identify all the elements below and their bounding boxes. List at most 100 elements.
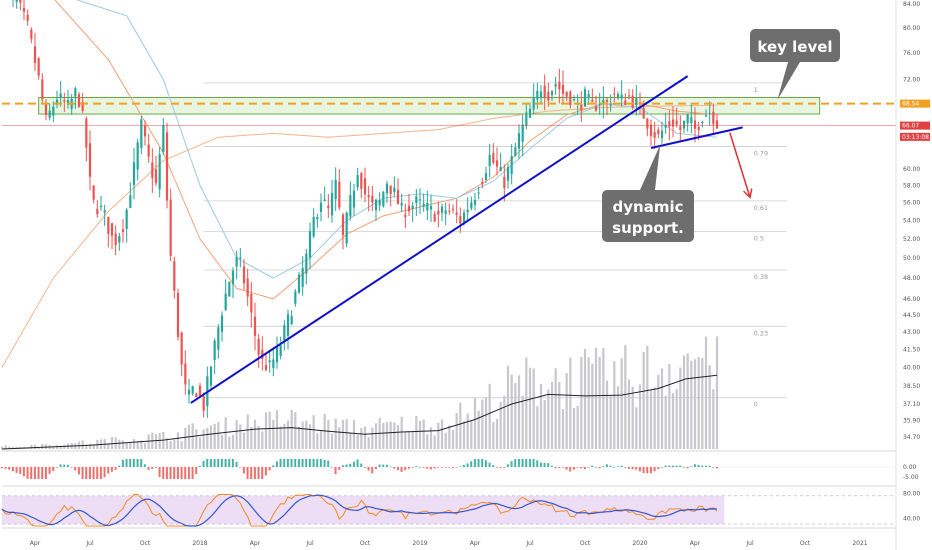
time-axis-tick-label: Apr bbox=[470, 540, 481, 547]
volume-bar bbox=[294, 412, 297, 449]
macd-histogram-bar bbox=[484, 460, 487, 467]
fib-level-label: 0.23 bbox=[754, 329, 768, 337]
macd-histogram-bar bbox=[528, 459, 531, 467]
candle-body bbox=[275, 346, 279, 363]
candle-body bbox=[495, 160, 499, 167]
candle-body bbox=[132, 162, 136, 186]
macd-histogram-bar bbox=[352, 461, 355, 467]
moving-average-line bbox=[1, 104, 718, 368]
candle-body bbox=[297, 274, 301, 293]
candle-body bbox=[466, 209, 469, 213]
macd-histogram-bar bbox=[110, 467, 113, 472]
volume-bar bbox=[594, 347, 598, 449]
volume-bar bbox=[444, 432, 447, 449]
macd-histogram-bar bbox=[561, 467, 564, 468]
time-axis-tick-label: Oct bbox=[800, 540, 811, 547]
macd-histogram-bar bbox=[286, 459, 289, 467]
volume-bar bbox=[264, 412, 268, 449]
candle-body bbox=[525, 112, 528, 126]
volume-bar bbox=[613, 361, 616, 449]
volume-bar bbox=[382, 422, 385, 449]
macd-histogram-bar bbox=[598, 467, 601, 469]
candle-body bbox=[492, 153, 495, 163]
macd-histogram-bar bbox=[151, 467, 154, 469]
candle-body bbox=[253, 316, 257, 336]
macd-histogram-bar bbox=[712, 467, 715, 468]
macd-histogram-bar bbox=[81, 467, 84, 479]
candle-body bbox=[400, 203, 403, 206]
candle-body bbox=[569, 91, 572, 105]
volume-bar bbox=[554, 368, 557, 449]
candle-body bbox=[554, 84, 557, 87]
volume-bar bbox=[140, 440, 143, 449]
candle-body bbox=[30, 29, 33, 39]
candle-body bbox=[143, 125, 147, 137]
dynamic-support-trendline bbox=[650, 126, 743, 149]
macd-histogram-bar bbox=[345, 464, 348, 467]
volume-bar bbox=[341, 419, 345, 449]
volume-bar bbox=[569, 357, 572, 449]
candle-body bbox=[349, 195, 352, 217]
price-tag-box bbox=[900, 132, 930, 141]
volume-bar bbox=[448, 425, 451, 449]
price-axis-tick-label: 60.00 bbox=[903, 166, 920, 173]
volume-bar bbox=[506, 365, 510, 449]
key-level-callout-pointer bbox=[777, 62, 800, 100]
fib-level-label: 0.79 bbox=[754, 149, 768, 157]
time-axis-tick-label: Jul bbox=[85, 540, 94, 547]
macd-histogram-bar bbox=[169, 467, 172, 479]
macd-histogram-bar bbox=[631, 467, 634, 470]
macd-histogram-bar bbox=[506, 464, 509, 467]
dynamic-support-callout-box bbox=[602, 190, 694, 242]
macd-histogram-bar bbox=[470, 461, 473, 467]
volume-bar bbox=[88, 443, 92, 449]
candle-body bbox=[176, 292, 180, 338]
candle-body bbox=[198, 385, 202, 396]
macd-histogram-bar bbox=[396, 467, 399, 471]
volume-bar bbox=[510, 374, 513, 449]
macd-histogram-bar bbox=[627, 467, 630, 469]
volume-bar bbox=[576, 405, 579, 449]
volume-bar bbox=[616, 386, 620, 449]
dynamic-support-label-line1: dynamic bbox=[613, 198, 684, 216]
volume-bar bbox=[213, 423, 216, 449]
time-axis-tick-label: Oct bbox=[360, 540, 371, 547]
volume-bar bbox=[602, 347, 605, 449]
macd-histogram-bar bbox=[525, 459, 528, 467]
candle-body bbox=[462, 212, 466, 224]
macd-histogram-bar bbox=[690, 466, 693, 467]
macd-histogram-bar bbox=[228, 459, 231, 467]
candle-body bbox=[426, 202, 429, 211]
price-axis-tick-label: 52.00 bbox=[903, 236, 920, 243]
rsi-pane bbox=[1, 494, 896, 527]
volume-bar bbox=[462, 421, 466, 449]
macd-histogram-bar bbox=[407, 467, 410, 469]
volume-bar bbox=[704, 336, 708, 449]
volume-bar bbox=[528, 367, 532, 449]
volume-bar bbox=[492, 422, 495, 449]
time-axis-tick-label: Jul bbox=[305, 540, 314, 547]
candle-body bbox=[41, 79, 44, 100]
macd-histogram-bar bbox=[224, 459, 227, 467]
volume-bar bbox=[338, 427, 341, 449]
rsi-axis-tick-label: 40.00 bbox=[903, 515, 920, 522]
candle-body bbox=[543, 85, 546, 98]
candle-body bbox=[356, 174, 359, 188]
volume-bar bbox=[484, 396, 488, 449]
macd-histogram-bar bbox=[99, 467, 102, 479]
price-axis-tick-label: 44.50 bbox=[903, 312, 920, 319]
macd-histogram-bar bbox=[323, 459, 326, 467]
price-axis-tick-label: 48.00 bbox=[903, 275, 920, 282]
volume-bar bbox=[693, 359, 697, 449]
candle-body bbox=[213, 340, 216, 361]
macd-histogram-bar bbox=[682, 467, 685, 468]
macd-histogram-bar bbox=[235, 462, 238, 467]
candle-body bbox=[180, 332, 183, 365]
price-axis-tick-label: 58.00 bbox=[903, 182, 920, 189]
candle-body bbox=[517, 133, 521, 149]
volume-bar bbox=[363, 426, 367, 449]
macd-histogram-bar bbox=[371, 467, 374, 474]
candle-body bbox=[52, 106, 55, 116]
volume-bar bbox=[228, 436, 231, 449]
